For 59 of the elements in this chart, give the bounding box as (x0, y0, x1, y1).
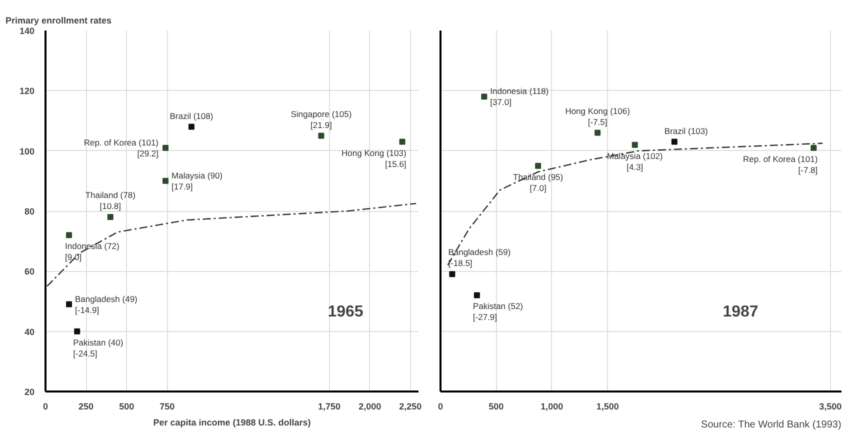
point (535, 162, 542, 169)
data-label: Singapore (105) [21.9] (290, 108, 352, 130)
data-label: Indonesia (118) [37.0] (490, 86, 549, 108)
x-tick-label: 250 (78, 402, 94, 412)
x-tick-label: 2,250 (399, 402, 422, 412)
point (107, 214, 114, 220)
x-tick-label: 500 (488, 402, 504, 412)
x-tick-label: 1,000 (540, 402, 564, 412)
y-tick-label: 100 (19, 146, 35, 156)
point (74, 328, 80, 334)
y-axis-title: Primary enrollment rates (6, 16, 112, 26)
y-tick-label: 120 (19, 86, 35, 96)
point (188, 124, 194, 130)
data-label: Hong Kong (103) [15.6] (342, 148, 406, 169)
y-tick-label: 140 (19, 26, 35, 36)
data-label: Malaysia (90) [17.9] (172, 170, 223, 192)
data-label: Pakistan (52) [-27.9] (472, 301, 524, 322)
data-label: Indonesia (72) [9.0] (65, 241, 120, 262)
data-label: Thailand (78) [10.8] (85, 190, 136, 212)
data-label: Bangladesh (59) [-18.5] (448, 247, 511, 268)
point (318, 132, 324, 139)
y-tick-label: 20 (24, 387, 35, 397)
point (162, 178, 169, 184)
source-note: Source: The World Bank (1993) (701, 420, 842, 430)
point (162, 144, 169, 151)
data-label: Brazil (108) (170, 110, 214, 121)
x-tick-label: 1,750 (318, 402, 341, 412)
annotation: 1987 (722, 304, 758, 320)
point (671, 138, 678, 145)
point (66, 232, 72, 238)
data-label: Rep. of Korea (101) [-7.8] (743, 154, 818, 175)
x-tick-label: 0 (438, 402, 444, 412)
line-series (46, 202, 417, 287)
data-label: Brazil (103) (664, 126, 708, 136)
y-tick-label: 40 (24, 326, 35, 337)
x-tick-label: 3,500 (819, 402, 842, 412)
x-tick-label: 750 (160, 402, 175, 412)
data-label: Rep. of Korea (101) [29.2] (84, 137, 159, 158)
x-tick-label: 500 (119, 402, 134, 412)
x-tick-label: 2,000 (358, 402, 382, 412)
x-tick-label: 0 (42, 402, 48, 412)
x-tick-label: 1,500 (596, 402, 619, 412)
point (399, 138, 406, 145)
data-label: Hong Kong (106) [-7.5] (565, 106, 630, 127)
data-label: Pakistan (40) [-24.5] (73, 337, 124, 358)
point (810, 144, 817, 151)
point (449, 271, 456, 278)
annotation: 1965 (328, 304, 364, 320)
data-label: Malaysia (102) [4.3] (607, 150, 663, 172)
data-label: Bangladesh (49) [-14.9] (75, 294, 138, 315)
point (481, 94, 488, 100)
point (594, 130, 601, 136)
y-tick-label: 60 (24, 266, 35, 277)
point (474, 292, 480, 298)
data-label: Thailand (95) [7.0] (513, 172, 564, 193)
point (632, 142, 638, 148)
point (66, 301, 72, 308)
y-tick-label: 80 (24, 206, 35, 216)
x-axis-title: Per capita income (1988 U.S. dollars) (153, 418, 311, 428)
